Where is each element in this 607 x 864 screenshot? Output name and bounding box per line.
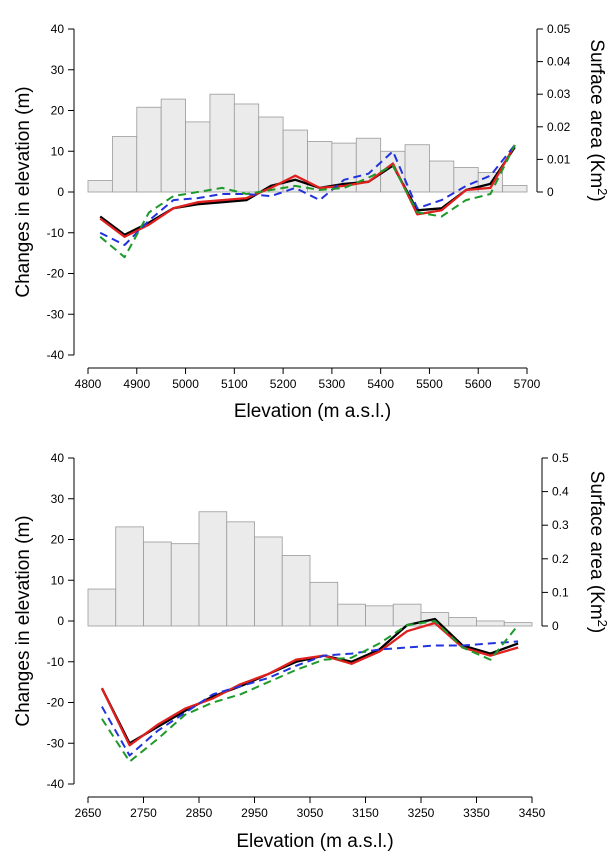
x-tick-label: 5100 [221, 377, 248, 391]
area-bar [233, 103, 260, 193]
area-bar [337, 603, 366, 627]
y-tick-label: 40 [51, 451, 65, 465]
y2-axis-title-sup: 2 [595, 620, 607, 627]
x-tick-label: 5300 [319, 377, 346, 391]
x-tick-label: 2850 [186, 806, 213, 820]
area-bar [87, 588, 117, 627]
area-bar [365, 605, 394, 627]
x-tick-label: 3150 [352, 806, 379, 820]
y2-axis-title-main: Surface area (Km [586, 39, 607, 188]
series-line-3 [99, 144, 516, 259]
area-bar [309, 581, 339, 627]
y-tick-label: -40 [47, 348, 65, 362]
area-bar [281, 555, 311, 627]
area-bar [448, 617, 477, 627]
y2-axis-title-sup: 2 [595, 188, 607, 195]
area-bar [503, 622, 533, 627]
y-tick-label: 20 [51, 533, 65, 547]
x-tick-label: 5000 [172, 377, 199, 391]
area-bar [143, 541, 172, 627]
x-tick-label: 5500 [416, 377, 443, 391]
y-axis-title: Changes in elevation (m) [13, 86, 34, 297]
y2-tick-label: 0.05 [547, 22, 571, 36]
x-axis-title: Elevation (m a.s.l.) [236, 831, 393, 852]
y2-tick-label: 0.5 [552, 451, 569, 465]
y2-tick-label: 0.3 [552, 518, 569, 532]
area-bar [87, 180, 113, 193]
x-tick-label: 2750 [130, 806, 157, 820]
y2-tick-label: 0.03 [547, 87, 571, 101]
y-tick-label: 30 [51, 492, 65, 506]
y-tick-label: -30 [47, 307, 65, 321]
y2-tick-label: 0.4 [552, 485, 569, 499]
series-line-1 [100, 621, 519, 747]
area-bar [198, 511, 228, 627]
y2-axis-title: Surface area (Km2) [586, 39, 607, 201]
y2-axis-title-end: ) [586, 627, 607, 633]
y2-tick-label: 0 [552, 619, 559, 633]
y2-tick-label: 0 [547, 185, 554, 199]
area-bar [254, 536, 283, 627]
x-axis-title: Elevation (m a.s.l.) [234, 401, 391, 422]
area-bar [160, 98, 186, 193]
area-bar [258, 116, 284, 193]
y-tick-label: 0 [57, 185, 64, 199]
y-tick-label: -10 [47, 226, 65, 240]
y2-tick-label: 0.02 [547, 120, 571, 134]
y2-tick-label: 0.2 [552, 552, 569, 566]
area-bar [209, 93, 235, 193]
y-tick-label: -20 [47, 267, 65, 281]
area-bar [476, 620, 505, 627]
y-tick-label: 0 [57, 614, 64, 628]
y-tick-label: 10 [51, 573, 65, 587]
y2-axis-title-end: ) [586, 195, 607, 201]
area-bar [429, 160, 455, 193]
x-tick-label: 5700 [514, 377, 541, 391]
chart-bottom: 40 30 20 10 0 -10 -20 -30 -40 0.5 0.4 0.3 0.2 0.1 0 265… [13, 451, 607, 852]
y-tick-label: 20 [51, 104, 65, 118]
y-tick-label: 30 [51, 63, 65, 77]
series-line-0 [100, 617, 519, 745]
y-tick-label: -20 [47, 696, 65, 710]
x-tick-label: 4800 [75, 377, 102, 391]
y2-axis-title-main: Surface area (Km [586, 471, 607, 620]
x-tick-label: 5200 [270, 377, 297, 391]
area-bar [185, 121, 211, 193]
area-bar [226, 521, 255, 627]
x-tick-label: 3350 [463, 806, 490, 820]
y-tick-label: 10 [51, 144, 65, 158]
series-line-1 [99, 144, 516, 238]
x-tick-label: 3450 [519, 806, 546, 820]
y2-axis-title: Surface area (Km2) [586, 471, 607, 633]
x-tick-label: 5400 [367, 377, 394, 391]
y2-tick-label: 0.04 [547, 55, 571, 69]
x-tick-label: 2950 [241, 806, 268, 820]
area-bar [404, 144, 430, 193]
area-bar [115, 526, 144, 627]
y-tick-label: -10 [47, 655, 65, 669]
series-line-3 [101, 620, 519, 763]
y-axis-title: Changes in elevation (m) [13, 515, 34, 726]
x-tick-label: 4900 [123, 377, 150, 391]
x-tick-label: 2650 [75, 806, 102, 820]
series-line-2 [101, 640, 519, 757]
x-tick-label: 3250 [408, 806, 435, 820]
area-bar [502, 185, 528, 193]
y2-tick-label: 0.1 [552, 585, 569, 599]
area-bar [136, 106, 162, 193]
x-tick-label: 3050 [297, 806, 324, 820]
y-tick-label: -30 [47, 736, 65, 750]
chart-top: 403020100-10-20-30-400.050.040.030.020.0… [13, 22, 607, 422]
area-bar [170, 543, 200, 627]
x-tick-label: 5600 [465, 377, 492, 391]
area-bar [111, 136, 138, 193]
y-tick-label: 40 [51, 22, 65, 36]
y-tick-label: -40 [47, 777, 65, 791]
y2-tick-label: 0.01 [547, 152, 571, 166]
